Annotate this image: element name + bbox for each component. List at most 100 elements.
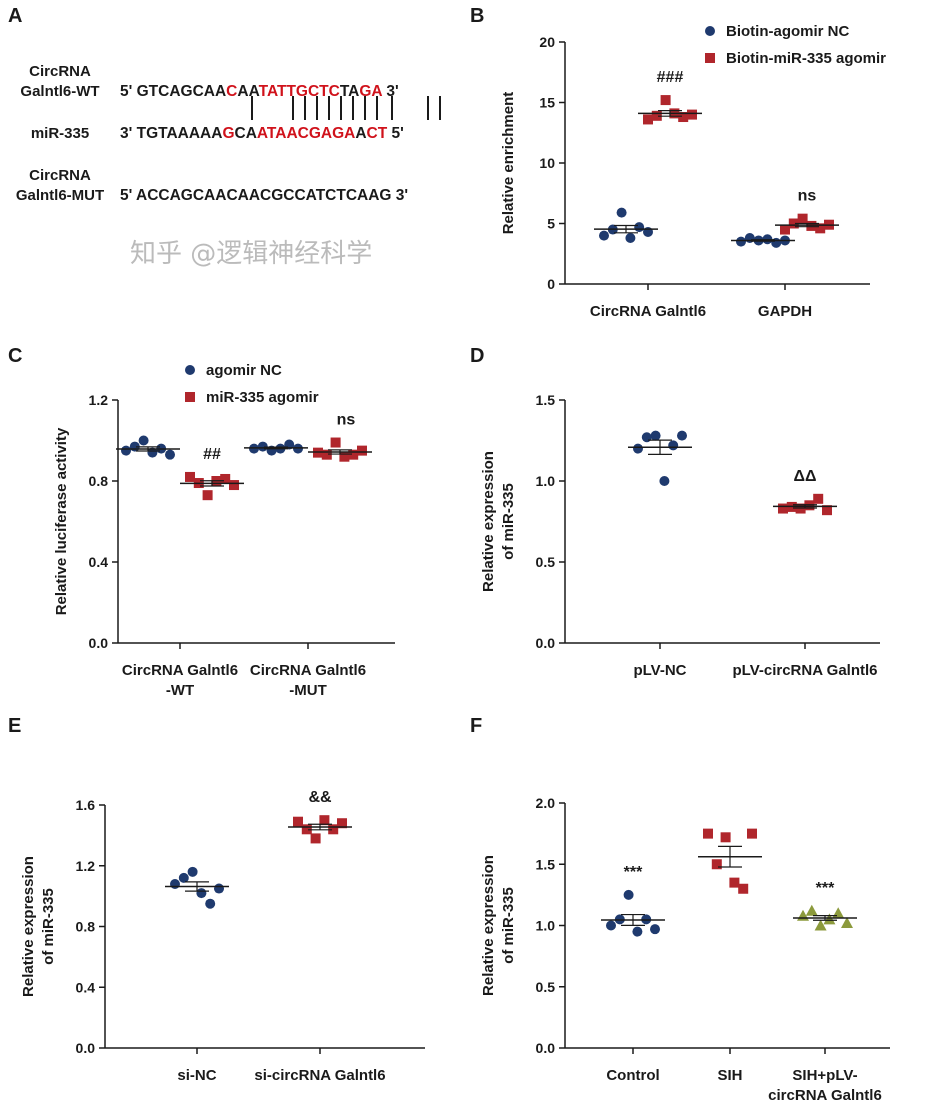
data-point <box>616 207 627 218</box>
y-tick-label: 20 <box>539 34 555 50</box>
data-point <box>747 828 757 839</box>
data-group <box>601 889 665 937</box>
y-tick-label: 1.5 <box>536 856 556 872</box>
significance-label: ΔΔ <box>794 468 817 485</box>
sequence-label: CircRNA <box>29 63 91 80</box>
y-axis-label: Relative luciferase activity <box>53 427 70 615</box>
x-tick-label: pLV-circRNA Galntl6 <box>732 662 877 679</box>
panel-letter-D: D <box>470 345 484 367</box>
legend-label: miR-335 agomir <box>206 389 319 406</box>
y-tick-label: 1.0 <box>536 918 556 934</box>
data-point <box>797 213 808 224</box>
data-point <box>651 110 662 121</box>
data-point <box>293 816 303 827</box>
panel-letter-C: C <box>8 345 22 367</box>
data-point <box>659 476 670 486</box>
data-group <box>594 207 658 244</box>
panel-letter-E: E <box>8 715 21 737</box>
data-point <box>806 220 817 231</box>
data-point <box>841 917 853 929</box>
data-point <box>650 924 660 935</box>
data-point <box>687 109 697 120</box>
y-tick-label: 0.0 <box>89 635 109 651</box>
data-point <box>138 435 149 446</box>
sequence-segment: CA <box>235 125 257 142</box>
panel-letter-F: F <box>470 715 482 737</box>
data-point <box>677 430 687 441</box>
y-tick-label: 0.8 <box>89 473 109 489</box>
data-point <box>357 445 367 456</box>
data-point <box>339 451 350 462</box>
sequence-segment: 5' ACCAGCAACAACGCCATCTCAAG 3' <box>120 187 408 204</box>
data-point <box>832 907 845 919</box>
y-tick-label: 0.4 <box>89 554 109 570</box>
data-point <box>805 904 818 916</box>
data-point <box>196 888 207 899</box>
data-point <box>165 449 175 460</box>
significance-label: ns <box>337 412 356 429</box>
data-group <box>638 95 702 125</box>
data-point <box>337 818 347 829</box>
legend-label: Biotin-agomir NC <box>726 23 849 40</box>
y-axis-label: of miR-335 <box>40 888 57 965</box>
data-point <box>348 449 359 460</box>
data-point <box>185 471 195 482</box>
data-point <box>214 883 224 894</box>
sequence-segment: AA <box>237 83 259 100</box>
data-point <box>668 440 679 451</box>
y-tick-label: 0 <box>547 276 555 292</box>
data-point <box>641 432 652 443</box>
data-point <box>599 230 609 241</box>
y-tick-label: 2.0 <box>536 795 556 811</box>
sequence-label: Galntl6-WT <box>20 83 99 100</box>
y-axis-label: of miR-335 <box>500 887 517 964</box>
sequence-row: 5' GTCAGCAACAATATTGCTCTAGA 3' <box>120 83 399 100</box>
x-tick-label: si-NC <box>177 1067 216 1084</box>
sequence-segment: C <box>226 83 237 100</box>
sequence: 5' GTCAGCAACAATATTGCTCTAGA 3' <box>120 83 399 100</box>
data-point <box>205 898 216 909</box>
y-tick-label: 15 <box>539 95 555 111</box>
panel-letter-A: A <box>8 5 22 27</box>
chart-panel-F <box>559 802 890 1054</box>
sequence-segment: 5' <box>387 125 404 142</box>
data-point <box>330 437 341 448</box>
x-tick-label: CircRNA Galntl6 <box>122 662 238 679</box>
y-tick-label: 1.2 <box>89 392 109 408</box>
y-tick-label: 1.2 <box>76 858 96 874</box>
data-group <box>793 904 857 931</box>
y-tick-label: 0.0 <box>76 1040 96 1056</box>
sequence-label: CircRNA <box>29 167 91 184</box>
x-tick-label: CircRNA Galntl6 <box>590 303 706 320</box>
x-tick-label: pLV-NC <box>633 662 686 679</box>
base-pair-lines <box>251 96 441 120</box>
data-point <box>711 859 722 870</box>
legend-label: agomir NC <box>206 362 282 379</box>
x-tick-label: -WT <box>166 682 194 699</box>
data-point <box>650 430 661 441</box>
data-point <box>178 872 189 883</box>
data-point <box>822 505 832 516</box>
data-group <box>628 430 692 486</box>
data-group <box>165 866 229 909</box>
x-tick-label: si-circRNA Galntl6 <box>254 1067 385 1084</box>
y-tick-label: 0.5 <box>536 554 556 570</box>
data-point <box>301 824 312 835</box>
sequence-segment: 3' TGTAAAAA <box>120 125 222 142</box>
data-point <box>634 222 645 233</box>
data-point <box>678 112 689 123</box>
data-group <box>308 437 372 462</box>
y-axis-label: Relative expression <box>480 451 497 592</box>
significance-label: *** <box>624 864 643 881</box>
data-point <box>202 490 213 501</box>
y-axis-label: Relative expression <box>20 856 37 997</box>
sequence-segment: A <box>355 125 366 142</box>
data-point <box>606 920 616 931</box>
significance-label: && <box>308 789 332 806</box>
data-point <box>328 824 339 835</box>
sequence-label: Galntl6-MUT <box>16 187 104 204</box>
data-point <box>220 473 231 484</box>
y-axis-label: Relative expression <box>480 855 497 996</box>
chart-panel-E <box>99 804 425 1054</box>
